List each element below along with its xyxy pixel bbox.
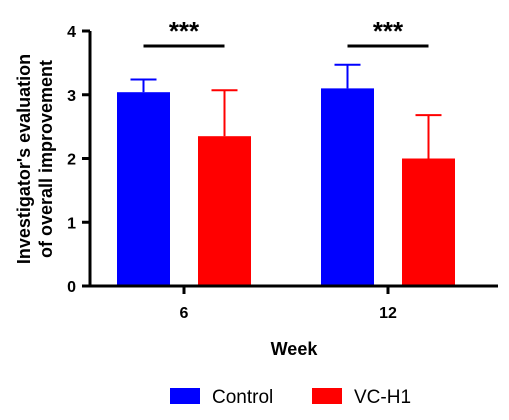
x-tick-label: 12 xyxy=(379,305,397,322)
y-tick-label: 0 xyxy=(67,279,76,296)
legend-swatch-control xyxy=(170,388,200,404)
significance-label: *** xyxy=(373,16,404,46)
y-axis-title-line-2: of overall improvement xyxy=(36,60,56,258)
y-ticks: 0 1 2 3 4 xyxy=(67,24,90,296)
y-tick-label: 2 xyxy=(67,152,76,169)
y-tick-label: 3 xyxy=(67,88,76,105)
bar-control-week-12 xyxy=(321,88,374,286)
bar-control-week-6 xyxy=(117,92,170,286)
x-ticks: 6 12 xyxy=(180,286,397,322)
y-tick-label: 4 xyxy=(67,24,76,41)
legend-label-control: Control xyxy=(212,387,273,408)
legend-swatch-vc-h1 xyxy=(312,388,342,404)
legend-label-vc-h1: VC-H1 xyxy=(354,387,411,408)
bars-layer xyxy=(117,63,455,286)
significance-layer: *** *** xyxy=(143,16,429,48)
y-axis-title-line-1: Investigator's evaluation xyxy=(14,54,34,264)
x-tick-label: 6 xyxy=(180,305,189,322)
y-tick-label: 1 xyxy=(67,215,76,232)
significance-label: *** xyxy=(169,16,200,46)
legend: Control VC-H1 xyxy=(170,387,411,408)
bar-vc-h1-week-6 xyxy=(198,136,251,286)
x-axis-title: Week xyxy=(271,339,319,359)
bar-vc-h1-week-12 xyxy=(402,158,455,286)
